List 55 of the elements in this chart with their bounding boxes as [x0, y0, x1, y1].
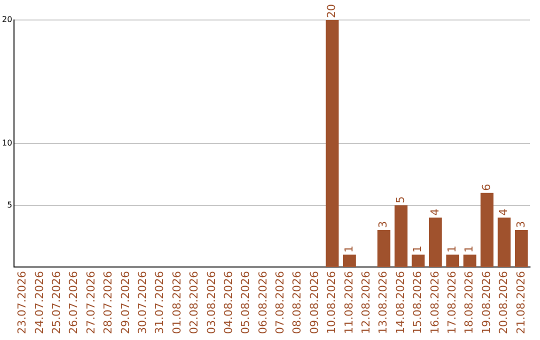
bar: [377, 230, 390, 268]
x-tick-label: 20.08.2026: [497, 271, 510, 334]
y-tick-label: 10: [2, 138, 12, 148]
x-tick-label: 18.08.2026: [462, 271, 476, 334]
x-tick-label: 30.07.2026: [136, 271, 149, 334]
x-tick-label: 29.07.2026: [118, 271, 132, 334]
x-tick-label: 05.08.2026: [239, 271, 252, 334]
bar: [343, 254, 356, 268]
data-label: 1: [411, 246, 424, 253]
y-tick-label: 20: [2, 15, 12, 24]
data-label: 3: [376, 220, 390, 228]
bar: [498, 218, 511, 268]
x-tick-label: 04.08.2026: [222, 271, 235, 334]
x-tick-label: 19.08.2026: [480, 271, 493, 334]
bar: [326, 20, 339, 268]
x-tick-label: 07.08.2026: [274, 271, 287, 334]
bar: [463, 254, 476, 268]
x-tick-label: 08.08.2026: [290, 271, 304, 334]
x-tick-label: 24.07.2026: [32, 271, 46, 334]
x-tick-label: 15.08.2026: [411, 271, 424, 334]
x-tick-label: 21.08.2026: [514, 271, 528, 334]
x-tick-label: 13.08.2026: [376, 271, 390, 334]
bar: [394, 205, 408, 268]
x-tick-label: 12.08.2026: [360, 271, 373, 334]
x-tick-label: 02.08.2026: [188, 271, 201, 334]
data-label: 3: [514, 220, 528, 228]
x-tick-label: 26.07.2026: [67, 271, 80, 334]
x-tick-label: 01.08.2026: [170, 271, 184, 334]
bar: [514, 230, 528, 268]
x-tick-label: 06.08.2026: [256, 271, 270, 334]
data-label: 4: [428, 208, 442, 216]
bar: [446, 254, 460, 268]
x-tick-label: 09.08.2026: [308, 271, 321, 334]
x-tick-label: 27.07.2026: [84, 271, 98, 334]
data-label: 5: [394, 196, 407, 204]
data-label: 1: [445, 246, 458, 253]
x-tick-label: 31.07.2026: [153, 271, 166, 334]
x-tick-label: 11.08.2026: [342, 271, 356, 334]
x-tick-label: 16.08.2026: [428, 271, 442, 334]
data-label: 1: [342, 246, 356, 253]
x-tick-label: 03.08.2026: [204, 271, 218, 334]
bar: [412, 254, 425, 268]
x-tick-label: 28.07.2026: [102, 271, 115, 334]
bar: [480, 192, 494, 268]
data-label: 1: [462, 246, 476, 253]
x-tick-label: 10.08.2026: [325, 271, 338, 334]
x-tick-label: 17.08.2026: [445, 271, 458, 334]
data-label: 6: [480, 184, 493, 191]
data-label: 4: [497, 208, 510, 216]
y-tick-label: 5: [7, 200, 12, 210]
data-label: 20: [325, 4, 338, 18]
x-tick-label: 25.07.2026: [50, 271, 64, 334]
x-tick-label: 23.07.2026: [16, 271, 29, 334]
x-tick-label: 14.08.2026: [394, 271, 407, 334]
bar: [428, 218, 442, 268]
